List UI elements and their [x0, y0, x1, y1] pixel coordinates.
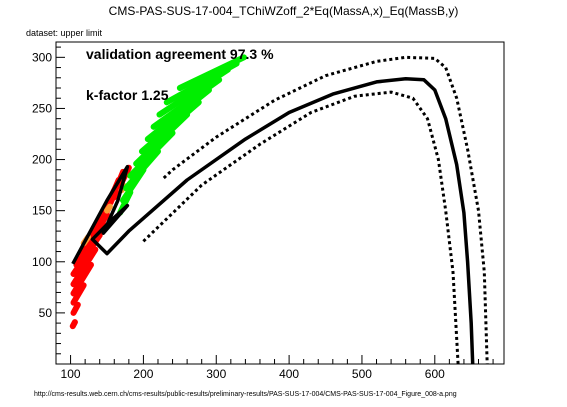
band-excluded-streak-0 [69, 319, 78, 330]
band-excluded-streak-1 [70, 301, 81, 316]
chart-title: CMS-PAS-SUS-17-004_TChiWZoff_2*Eq(MassA,… [108, 4, 459, 18]
band-allowed-streak-7 [150, 76, 223, 130]
y-tick-label-100: 100 [32, 255, 52, 269]
x-tick-label-300: 300 [206, 367, 226, 381]
exclusion-contours [71, 55, 489, 364]
x-tick-label-200: 200 [133, 367, 153, 381]
validation-agreement-annotation: validation agreement 97.3 % [86, 46, 274, 62]
band-allowed [117, 54, 247, 216]
x-axis: 100 200 300 400 500 600 [61, 355, 494, 381]
y-tick-label-200: 200 [32, 153, 52, 167]
plot-frame [55, 41, 505, 365]
contour-expected-plus [162, 55, 489, 364]
x-tick-label-100: 100 [61, 367, 81, 381]
band-allowed-streak-9 [163, 60, 240, 106]
dataset-label: dataset: upper limit [26, 28, 103, 38]
y-tick-label-250: 250 [32, 101, 52, 115]
band-excluded-streak-2 [70, 282, 87, 306]
y-tick-label-50: 50 [39, 306, 53, 320]
y-axis: 50 100 150 200 250 300 [32, 46, 65, 355]
band-allowed-streak-2 [122, 148, 161, 192]
source-url: http://cms-results.web.cern.ch/cms-resul… [34, 391, 457, 398]
band-allowed-streak-10 [176, 54, 247, 91]
x-tick-label-400: 400 [279, 367, 299, 381]
band-borderline-streak-1 [103, 203, 113, 214]
band-excluded-streak-3 [70, 261, 94, 297]
y-tick-label-300: 300 [32, 50, 52, 64]
band-excluded-streak-4 [70, 246, 99, 288]
band-allowed-streak-5 [138, 99, 202, 155]
y-tick-label-150: 150 [32, 204, 52, 218]
x-tick-label-600: 600 [425, 367, 445, 381]
band-allowed-streak-6 [144, 87, 212, 143]
contour-expected-minus [142, 90, 460, 364]
band-allowed-streak-3 [127, 129, 176, 179]
contour-expected [71, 77, 475, 364]
x-tick-label-500: 500 [352, 367, 372, 381]
k-factor-annotation: k-factor 1.25 [86, 87, 169, 103]
